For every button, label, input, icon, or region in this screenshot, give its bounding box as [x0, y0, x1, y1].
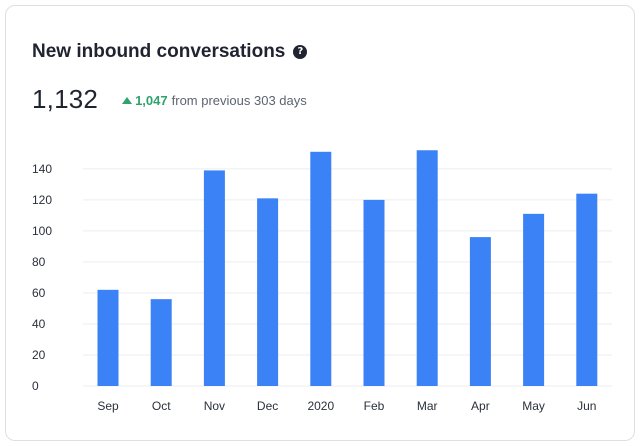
x-tick-label: Nov [204, 399, 225, 413]
x-tick-label: 2020 [307, 399, 334, 413]
bar-oct[interactable] [150, 299, 172, 386]
y-tick-label: 40 [32, 317, 46, 331]
bar-dec[interactable] [257, 198, 279, 386]
triangle-up-icon [122, 97, 133, 104]
y-tick-label: 120 [32, 193, 52, 207]
bar-mar[interactable] [416, 150, 438, 386]
x-tick-label: May [522, 399, 545, 413]
y-tick-label: 20 [32, 348, 46, 362]
y-tick-label: 80 [32, 255, 46, 269]
delta-text: from previous 303 days [171, 93, 307, 108]
total-value: 1,132 [32, 84, 99, 114]
bar-apr[interactable] [469, 237, 491, 386]
bar-nov[interactable] [203, 170, 225, 386]
title-row: New inbound conversations ? [32, 41, 308, 63]
bar-jun[interactable] [576, 193, 598, 386]
delta-indicator: 1,047 from previous 303 days [122, 93, 307, 108]
chart-title: New inbound conversations [32, 41, 286, 62]
y-tick-label: 140 [32, 162, 52, 176]
bar-feb[interactable] [363, 199, 385, 386]
x-tick-label: Feb [364, 399, 385, 413]
y-tick-label: 60 [32, 286, 46, 300]
help-icon[interactable]: ? [293, 45, 308, 59]
x-tick-label: Sep [97, 399, 119, 413]
x-tick-label: Dec [257, 399, 278, 413]
y-tick-label: 100 [32, 224, 52, 238]
bar-2020[interactable] [310, 151, 332, 386]
x-tick-label: Mar [417, 399, 438, 413]
bar-may[interactable] [523, 213, 545, 386]
x-tick-label: Apr [471, 399, 490, 413]
y-tick-label: 0 [32, 379, 39, 393]
x-tick-label: Jun [577, 399, 596, 413]
x-tick-label: Oct [152, 399, 171, 413]
summary-row: 1,132 1,047 from previous 303 days [32, 84, 307, 115]
bar-sep[interactable] [97, 289, 119, 386]
delta-value: 1,047 [135, 93, 168, 108]
